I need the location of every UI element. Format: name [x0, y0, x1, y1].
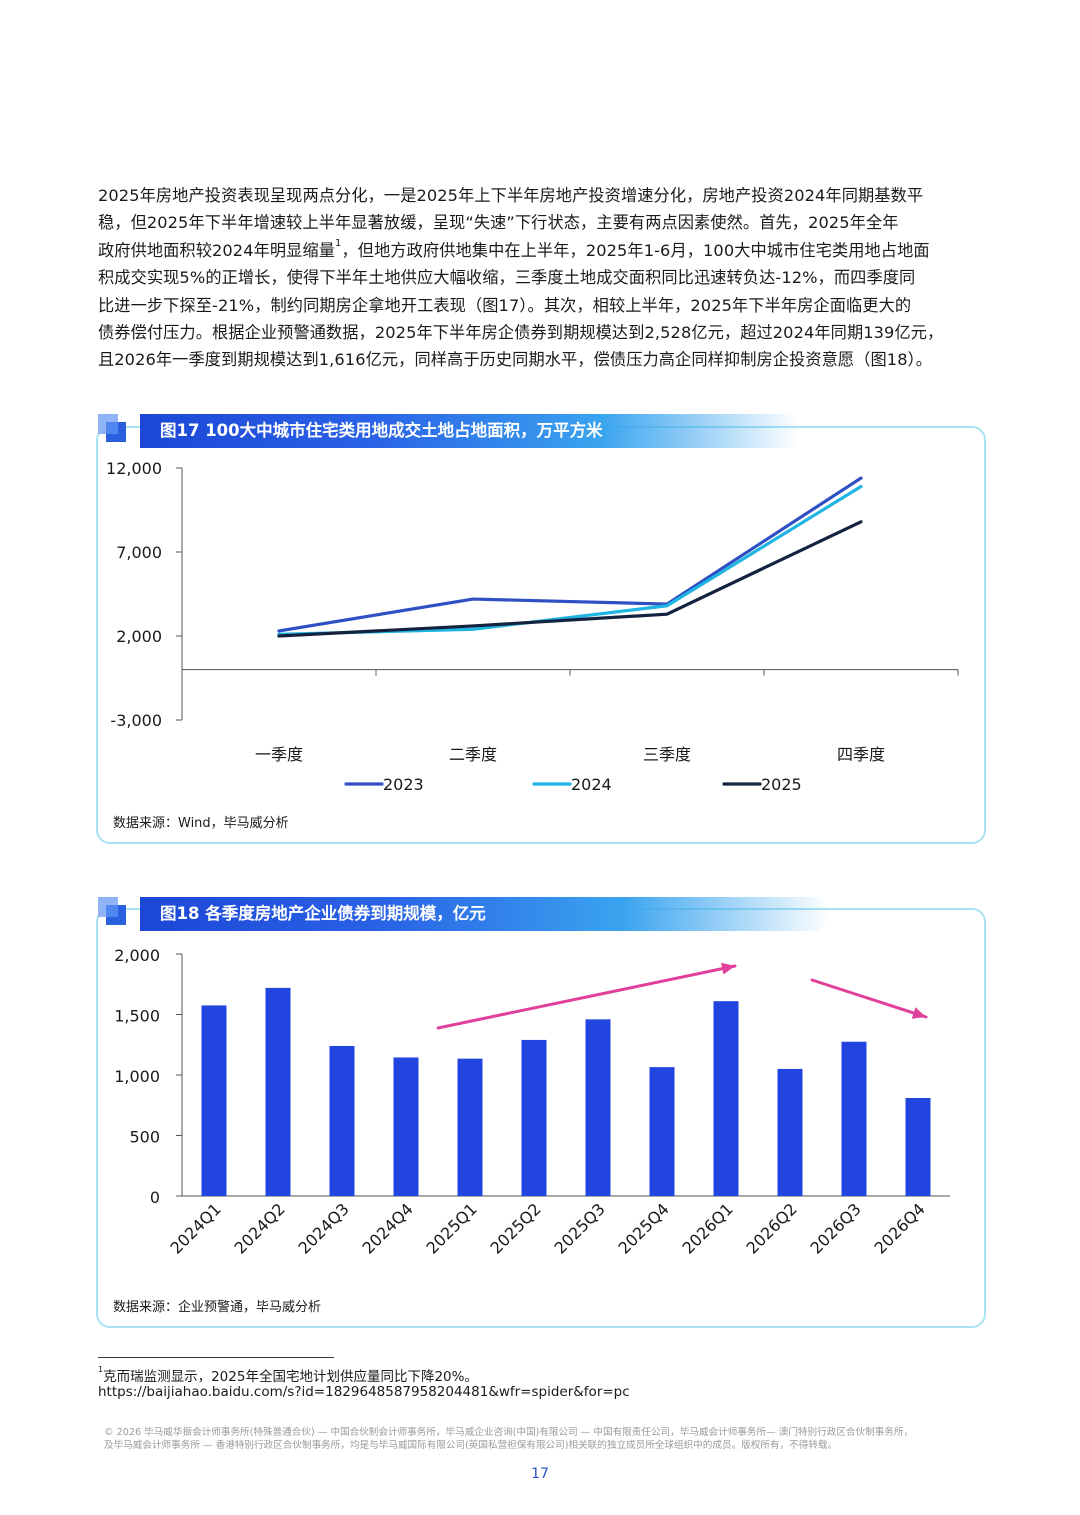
bar [841, 1041, 867, 1196]
fig17-source: 数据来源：Wind，毕马威分析 [113, 816, 289, 831]
paragraph-line: 政府供地面积较2024年明显缩量1，但地方政府供地集中在上半年，2025年1-6… [98, 237, 988, 264]
footnote-ref[interactable]: 1 [335, 237, 342, 249]
trend-up-arrow [436, 964, 737, 1030]
y-tick-label: 12,000 [106, 459, 162, 478]
fig17-title: 图17 100大中城市住宅类用地成交土地占地面积，万平方米 [140, 414, 800, 448]
footnote-link[interactable]: https://baijiahao.baidu.com/s?id=1829648… [98, 1384, 630, 1400]
x-tick-label: 2025Q4 [614, 1199, 672, 1257]
body-paragraph: 2025年房地产投资表现呈现两点分化，一是2025年上下半年房地产投资增速分化，… [98, 182, 988, 374]
y-tick-label: 2,000 [116, 627, 162, 646]
bar [713, 1001, 739, 1196]
paragraph-line: 债券偿付压力。根据企业预警通数据，2025年下半年房企债券到期规模达到2,528… [98, 322, 944, 342]
y-tick-label: 7,000 [116, 543, 162, 562]
bar [905, 1097, 931, 1196]
paragraph-line: 比进一步下探至-21%，制约同期房企拿地开工表现（图17）。其次，相较上半年，2… [98, 295, 912, 315]
x-tick-label: 2024Q2 [230, 1199, 288, 1257]
series-line-2023 [277, 476, 863, 633]
legend-label: 2024 [571, 775, 612, 794]
y-tick-label: 500 [129, 1128, 160, 1147]
paragraph-line: 稳，但2025年下半年增速较上半年显著放缓，呈现“失速”下行状态，主要有两点因素… [98, 213, 899, 233]
paragraph-text: 政府供地面积较2024年明显缩量 [98, 240, 336, 260]
x-tick-label: 2024Q3 [294, 1199, 352, 1257]
arrow-head [911, 1007, 926, 1019]
y-tick-label: 0 [150, 1188, 160, 1207]
page-number: 17 [531, 1466, 549, 1482]
x-tick-label: 2025Q1 [422, 1199, 480, 1257]
legend-label: 2023 [383, 775, 424, 794]
series-line-2025 [277, 520, 863, 638]
x-tick-label: 2025Q2 [486, 1199, 544, 1257]
x-tick-label: 2026Q4 [870, 1199, 928, 1257]
figure-badge-icon [98, 897, 128, 927]
arrow-head [721, 962, 735, 975]
footnote-text: 克而瑞监测显示，2025年全国宅地计划供应量同比下降20%。 [103, 1369, 478, 1385]
legal-notice-line: 及毕马威会计师事务所 — 香港特别行政区合伙制事务所，均是与毕马威国际有限公司(… [104, 1440, 838, 1451]
x-tick-label: 2026Q3 [806, 1199, 864, 1257]
footnote-mark: 1 [98, 1365, 104, 1374]
figure-badge-icon [98, 414, 128, 444]
bar [201, 1005, 227, 1196]
x-tick-label: 四季度 [837, 745, 885, 764]
x-tick-label: 2024Q4 [358, 1199, 416, 1257]
x-tick-label: 2026Q2 [742, 1199, 800, 1257]
y-tick-label: -3,000 [110, 711, 162, 730]
bar [265, 987, 291, 1196]
x-tick-label: 二季度 [449, 745, 497, 764]
bar [521, 1039, 547, 1196]
y-tick-label: 2,000 [114, 946, 160, 965]
trend-down-arrow [810, 978, 928, 1019]
paragraph-line: 且2026年一季度到期规模达到1,616亿元，同样高于历史同期水平，偿债压力高企… [98, 350, 933, 370]
legal-notice-line: © 2026 毕马威华振会计师事务所(特殊普通合伙) — 中国合伙制会计师事务所… [104, 1427, 914, 1438]
legend-label: 2025 [761, 775, 802, 794]
x-tick-label: 2026Q1 [678, 1199, 736, 1257]
x-tick-label: 一季度 [255, 745, 303, 764]
bar [777, 1068, 803, 1196]
bar [393, 1057, 419, 1196]
bar [649, 1067, 675, 1196]
footnote-divider [98, 1357, 334, 1358]
fig18-title: 图18 各季度房地产企业债券到期规模，亿元 [140, 897, 830, 931]
bar [585, 1019, 611, 1196]
bar [329, 1045, 355, 1196]
paragraph-line: 2025年房地产投资表现呈现两点分化，一是2025年上下半年房地产投资增速分化，… [98, 186, 924, 205]
paragraph-text: ，但地方政府供地集中在上半年，2025年1-6月，100大中城市住宅类用地占地面 [341, 240, 930, 260]
footnote: 1克而瑞监测显示，2025年全国宅地计划供应量同比下降20%。 [98, 1365, 478, 1385]
y-tick-label: 1,000 [114, 1067, 160, 1086]
x-tick-label: 三季度 [643, 745, 691, 764]
paragraph-line: 积成交实现5%的正增长，使得下半年土地供应大幅收缩，三季度土地成交面积同比迅速转… [98, 268, 916, 288]
bar [457, 1058, 483, 1196]
x-tick-label: 2024Q1 [166, 1199, 224, 1257]
y-tick-label: 1,500 [114, 1007, 160, 1026]
fig18-source: 数据来源：企业预警通，毕马威分析 [113, 1300, 322, 1315]
x-tick-label: 2025Q3 [550, 1199, 608, 1257]
